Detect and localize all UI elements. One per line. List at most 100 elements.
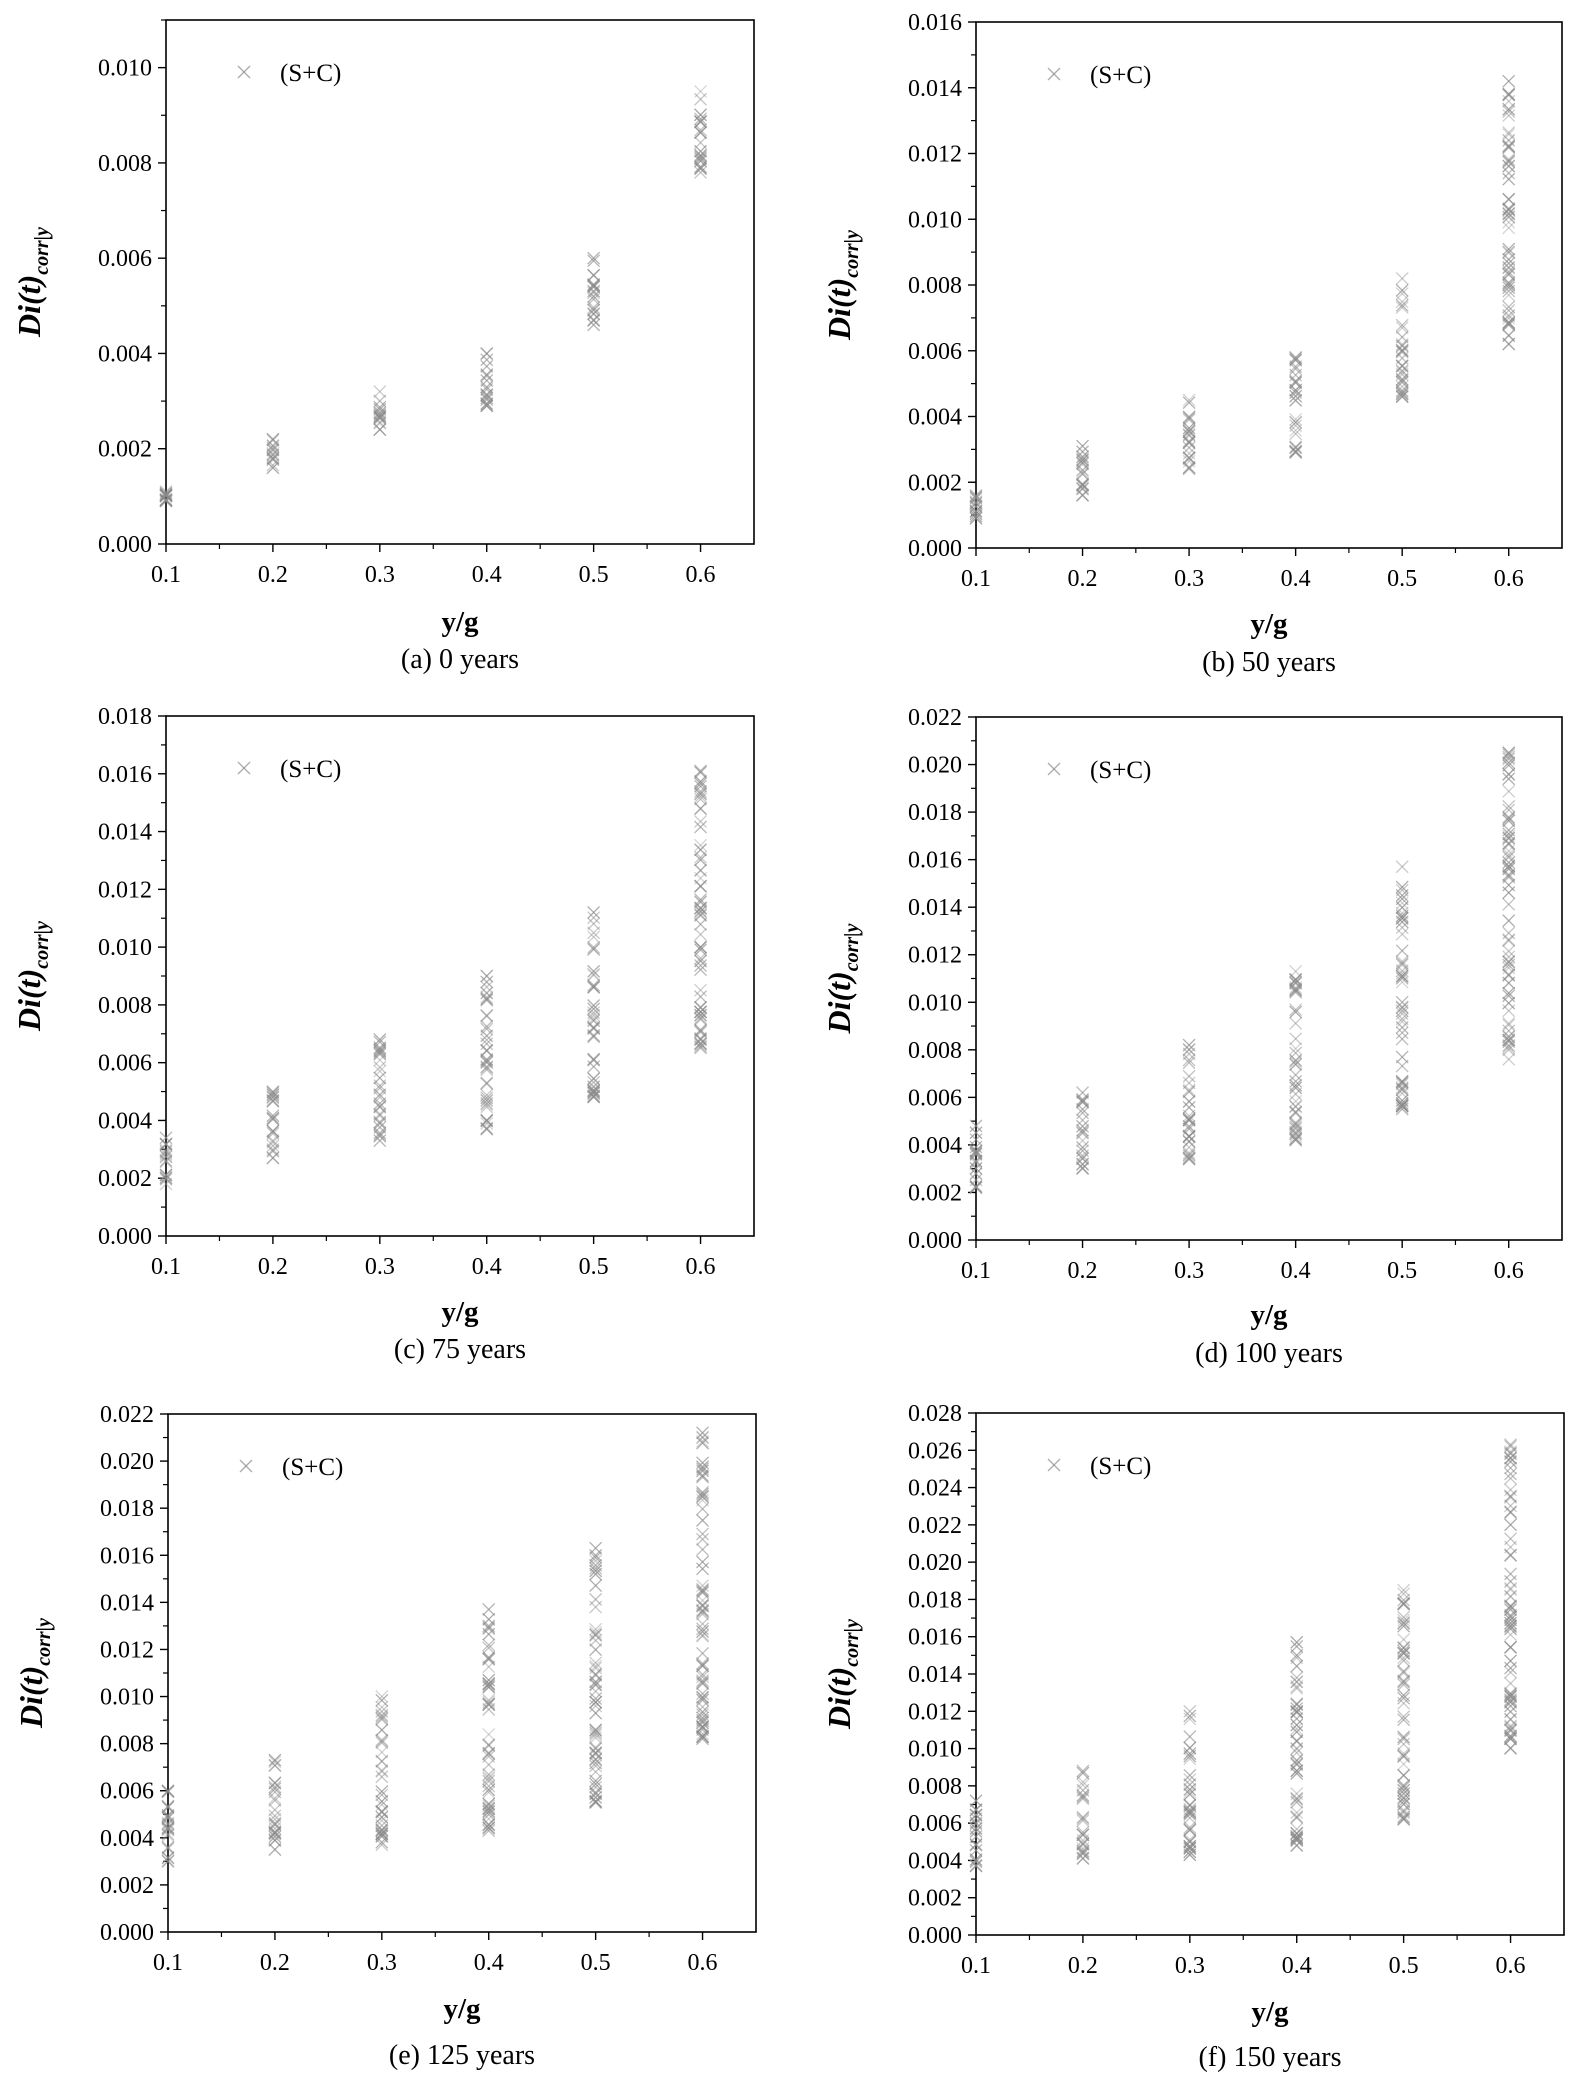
- chart-panel-5: 0.1 0.2 0.3 0.4 0.5 0.6 0.000 0.002 0.004 0.006 0.…: [13, 1402, 757, 2071]
- data-point: [159, 488, 173, 502]
- data-point: [1502, 748, 1516, 762]
- x-tick-label: 0.5: [579, 1254, 609, 1280]
- data-point: [1183, 1845, 1197, 1859]
- data-point: [587, 1086, 601, 1100]
- data-point: [1502, 752, 1516, 766]
- data-point: [480, 975, 494, 989]
- data-point: [1502, 328, 1516, 342]
- data-point: [969, 511, 983, 525]
- x-tick-label: 0.5: [1387, 566, 1417, 592]
- data-point: [1290, 1792, 1304, 1806]
- data-point: [375, 1804, 389, 1818]
- data-point: [373, 400, 387, 414]
- data-point: [587, 1060, 601, 1074]
- data-point: [1076, 1788, 1090, 1802]
- data-point: [1076, 1119, 1090, 1133]
- data-point: [696, 1543, 710, 1556]
- data-point: [1076, 452, 1090, 466]
- data-point: [480, 383, 494, 396]
- data-point: [1182, 410, 1196, 424]
- data-point: [480, 1096, 494, 1110]
- y-tick-label: 0.022: [908, 1513, 962, 1539]
- data-point: [1502, 1043, 1516, 1057]
- data-point: [694, 125, 708, 139]
- data-point: [482, 1783, 496, 1797]
- data-point: [1289, 374, 1303, 388]
- plot-frame: [975, 21, 1563, 549]
- y-tick-label: 0.020: [100, 1449, 154, 1475]
- legend: (S+C): [237, 60, 341, 87]
- data-point: [482, 1679, 496, 1693]
- data-point: [696, 1604, 710, 1618]
- data-point: [1182, 1113, 1196, 1127]
- data-point: [1076, 439, 1090, 453]
- legend-marker: [237, 65, 251, 79]
- data-point: [1397, 1616, 1411, 1630]
- data-point: [1289, 982, 1303, 996]
- data-point: [1076, 477, 1090, 491]
- data-point: [373, 1081, 387, 1095]
- data-point: [482, 1652, 496, 1666]
- data-point: [696, 1607, 710, 1621]
- y-tick-label: 0.012: [908, 943, 962, 969]
- data-point: [1290, 1680, 1304, 1693]
- data-point: [694, 1005, 708, 1019]
- legend-label: (S+C): [1090, 1453, 1151, 1480]
- data-point: [1182, 425, 1196, 439]
- data-point: [373, 1071, 387, 1085]
- data-point: [1397, 1587, 1411, 1601]
- data-point: [1502, 277, 1516, 291]
- data-point: [480, 993, 494, 1007]
- data-point: [268, 1758, 282, 1772]
- data-point: [159, 1171, 173, 1185]
- data-point: [694, 895, 708, 909]
- data-point: [1502, 102, 1516, 116]
- data-point: [1397, 1688, 1411, 1702]
- data-point: [1504, 1699, 1518, 1713]
- chart-panel-6: 0.1 0.2 0.3 0.4 0.5 0.6 0.000 0.002 0.004 0.006 0.…: [821, 1401, 1565, 2073]
- data-point: [375, 1805, 389, 1819]
- data-point: [480, 1060, 494, 1074]
- y-tick-label: 0.006: [98, 246, 152, 272]
- y-tick-label: 0.014: [908, 76, 962, 102]
- data-point: [696, 1691, 710, 1705]
- data-point: [969, 1853, 983, 1867]
- data-point: [1502, 172, 1516, 186]
- data-point: [694, 154, 708, 168]
- data-point: [1395, 1076, 1409, 1090]
- data-point: [587, 1021, 601, 1035]
- data-point: [1504, 1729, 1518, 1743]
- data-point: [1504, 1471, 1518, 1485]
- legend: (S+C): [1047, 757, 1151, 784]
- data-point: [587, 292, 601, 306]
- data-point: [589, 1561, 603, 1575]
- data-point: [375, 1723, 389, 1737]
- data-point: [375, 1814, 389, 1828]
- data-points: [161, 1426, 710, 1868]
- data-point: [159, 1173, 173, 1186]
- data-point: [375, 1693, 389, 1707]
- data-point: [694, 774, 708, 788]
- y-tick-label: 0.012: [98, 877, 152, 903]
- y-tick-label: 0.018: [100, 1496, 154, 1522]
- data-point: [375, 1770, 389, 1784]
- data-point: [1504, 1640, 1518, 1654]
- data-point: [1076, 1161, 1090, 1175]
- data-point: [1289, 1053, 1303, 1067]
- data-point: [587, 307, 601, 321]
- y-tick-label: 0.014: [98, 820, 152, 846]
- data-point: [266, 1109, 280, 1123]
- data-point: [1397, 1713, 1411, 1727]
- data-point: [587, 1029, 601, 1042]
- data-point: [159, 1143, 173, 1157]
- y-tick-label: 0.004: [100, 1826, 154, 1852]
- y-tick-label: 0.016: [908, 1625, 962, 1651]
- data-point: [1502, 202, 1516, 216]
- data-point: [1289, 1127, 1303, 1141]
- data-point: [1395, 386, 1409, 399]
- data-point: [969, 1179, 983, 1193]
- data-point: [1183, 1704, 1197, 1718]
- y-tick-label: 0.012: [908, 1699, 962, 1725]
- data-point: [1395, 975, 1409, 989]
- data-point: [1397, 1675, 1411, 1689]
